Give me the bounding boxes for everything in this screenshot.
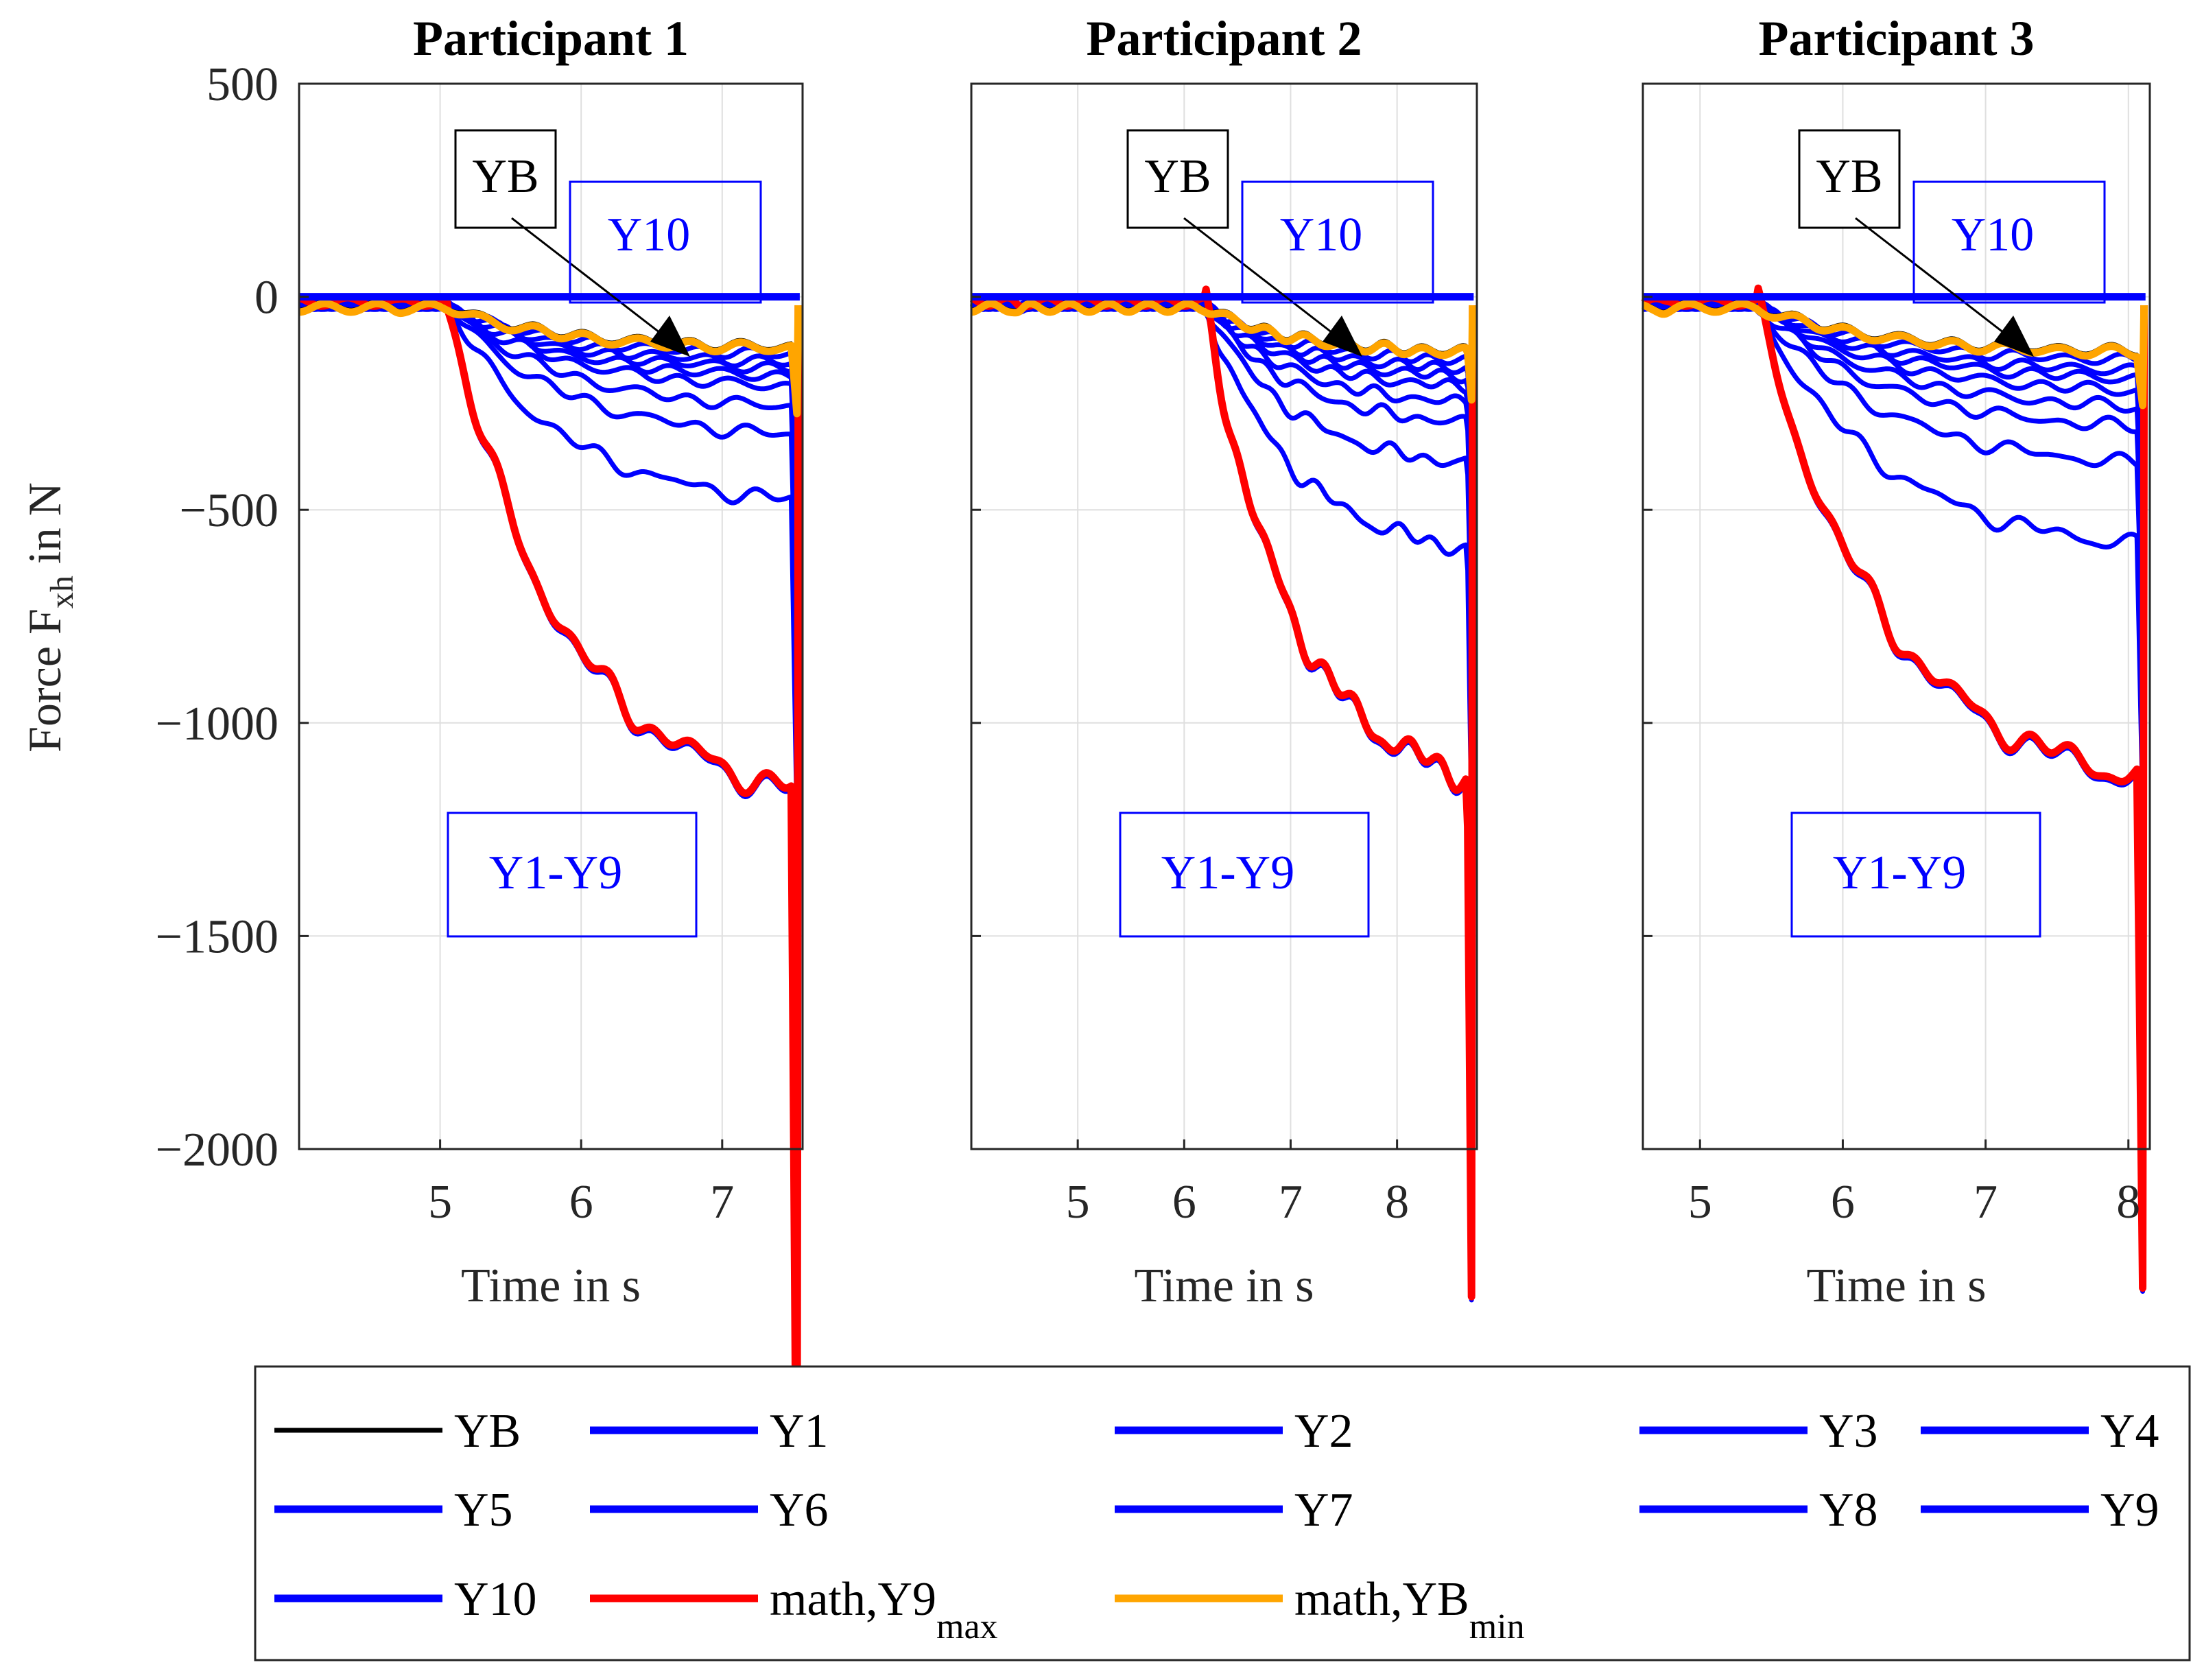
x-tick-label: 7 bbox=[1279, 1176, 1303, 1229]
annotation-yb: YB bbox=[1144, 150, 1211, 203]
legend-label: Y4 bbox=[2100, 1405, 2159, 1458]
x-axis-label: Time in s bbox=[461, 1259, 641, 1312]
panel-title: Participant 1 bbox=[413, 11, 689, 66]
x-tick-label: 7 bbox=[1974, 1176, 1998, 1229]
legend-item-y3: Y3 bbox=[1639, 1405, 1878, 1458]
y-axis-label: Force Fxh in N bbox=[19, 482, 80, 753]
y-axis-label-sub: xh bbox=[44, 576, 80, 608]
annotation-y1-y9-box bbox=[447, 812, 698, 938]
panel-3: 5 6 7 8 Participant 3 Time in s YB Y10 Y1-Y9 bbox=[1641, 11, 2151, 1312]
annotation-y1-y9: Y1-Y9 bbox=[489, 847, 622, 899]
x-tick-label: 6 bbox=[569, 1176, 593, 1229]
y-axis-label-suffix: in N bbox=[19, 482, 71, 576]
annotation-yb-arrowhead bbox=[650, 316, 690, 357]
legend-item-y5: Y5 bbox=[274, 1484, 513, 1537]
legend-box bbox=[254, 1365, 2191, 1661]
y-tick-label: 500 bbox=[206, 58, 279, 111]
annotation-y1-y9: Y1-Y9 bbox=[1833, 847, 1966, 899]
legend-item-math-yb-min: math,YBmin bbox=[1115, 1573, 1525, 1646]
panel-2: 5 6 7 8 Participant 2 Time in s YB Y10 Y1-Y9 bbox=[969, 11, 1478, 1312]
axes-frame bbox=[970, 82, 1478, 1150]
plot-area bbox=[971, 84, 1477, 1149]
x-tick-label: 5 bbox=[428, 1176, 452, 1229]
annotation-yb-arrow bbox=[511, 217, 676, 346]
legend-item-y8: Y8 bbox=[1639, 1484, 1878, 1537]
x-tick-label: 5 bbox=[1688, 1176, 1712, 1229]
series-math-ybmin-line bbox=[297, 300, 803, 418]
legend-label: Y9 bbox=[2100, 1484, 2159, 1537]
annotation-yb-box bbox=[1126, 129, 1229, 229]
panels: 5 6 7 500 0 −500 −1000 −1500 −2000 Participant 1 T… bbox=[156, 11, 2151, 1605]
legend-label: YB bbox=[454, 1405, 521, 1458]
legend-item-y1: Y1 bbox=[590, 1405, 829, 1458]
legend-item-y7: Y7 bbox=[1115, 1484, 1353, 1537]
y-tick-label: −1000 bbox=[156, 698, 279, 750]
x-tick-label: 7 bbox=[710, 1176, 734, 1229]
annotation-y10: Y10 bbox=[608, 209, 691, 261]
y-tick-label: −500 bbox=[180, 484, 279, 537]
annotation-yb-arrow bbox=[1855, 217, 2019, 346]
annotation-yb: YB bbox=[1816, 150, 1882, 203]
y-axis-label-main: Force F bbox=[19, 608, 71, 753]
legend-label: Y3 bbox=[1819, 1405, 1878, 1458]
panel-1: 5 6 7 500 0 −500 −1000 −1500 −2000 Participant 1 T… bbox=[156, 11, 804, 1605]
annotation-y10-box bbox=[1241, 180, 1434, 304]
x-tick-label: 8 bbox=[2116, 1176, 2140, 1229]
annotation-y10-box bbox=[1912, 180, 2106, 304]
annotation-yb-arrowhead bbox=[1323, 316, 1362, 357]
x-tick-label: 5 bbox=[1066, 1176, 1090, 1229]
annotation-y1-y9-box bbox=[1790, 812, 2041, 938]
x-tick-label: 8 bbox=[1385, 1176, 1409, 1229]
series-math-y9max-line bbox=[969, 285, 1477, 1301]
legend-item-yb: YB bbox=[274, 1405, 521, 1458]
legend-label: math,YBmin bbox=[1294, 1573, 1525, 1646]
annotation-yb-box bbox=[1798, 129, 1901, 229]
axes-frame bbox=[298, 82, 804, 1150]
legend-label: Y2 bbox=[1294, 1405, 1353, 1458]
legend-label: Y1 bbox=[770, 1405, 829, 1458]
legend-label: Y10 bbox=[454, 1573, 537, 1626]
annotation-yb-arrow bbox=[1183, 217, 1348, 346]
y-tick-label: −2000 bbox=[156, 1124, 279, 1176]
annotation-y1-y9-box bbox=[1119, 812, 1370, 938]
series-math-ybmin-line bbox=[1641, 300, 2148, 410]
panel-title: Participant 2 bbox=[1087, 11, 1362, 66]
y-tick-label: −1500 bbox=[156, 910, 279, 963]
annotation-yb: YB bbox=[472, 150, 538, 203]
legend-item-y10: Y10 bbox=[274, 1573, 537, 1626]
y-tick-label: 0 bbox=[254, 272, 279, 324]
axes-frame bbox=[1642, 82, 2151, 1150]
annotation-y1-y9: Y1-Y9 bbox=[1161, 847, 1294, 899]
annotation-yb-box bbox=[454, 129, 557, 229]
legend: YB Y1 Y2 Y3 Y4 Y5 Y6 Y7 Y8 Y9 Y10 math,Y9max math,YB… bbox=[254, 1365, 2191, 1661]
x-axis-label: Time in s bbox=[1807, 1259, 1987, 1312]
plot-area bbox=[1643, 84, 2150, 1149]
legend-label: Y6 bbox=[770, 1484, 829, 1537]
annotation-y10-box bbox=[569, 180, 762, 304]
x-tick-label: 6 bbox=[1172, 1176, 1196, 1229]
legend-item-y2: Y2 bbox=[1115, 1405, 1353, 1458]
annotation-yb-arrowhead bbox=[1994, 316, 2034, 357]
legend-label: Y8 bbox=[1819, 1484, 1878, 1537]
legend-label: math,Y9max bbox=[770, 1573, 998, 1646]
legend-label: Y7 bbox=[1294, 1484, 1353, 1537]
panel-title: Participant 3 bbox=[1759, 11, 2035, 66]
legend-label: Y5 bbox=[454, 1484, 513, 1537]
legend-item-y6: Y6 bbox=[590, 1484, 829, 1537]
x-tick-label: 6 bbox=[1831, 1176, 1855, 1229]
legend-item-math-y9-max: math,Y9max bbox=[590, 1573, 998, 1646]
series-math-y9max-line bbox=[1641, 284, 2148, 1292]
annotation-y10: Y10 bbox=[1952, 209, 2035, 261]
annotation-y10: Y10 bbox=[1280, 209, 1363, 261]
x-axis-label: Time in s bbox=[1135, 1259, 1314, 1312]
legend-item-y9: Y9 bbox=[1921, 1484, 2159, 1537]
series-math-ybmin-line bbox=[969, 300, 1477, 404]
legend-item-y4: Y4 bbox=[1921, 1405, 2159, 1458]
